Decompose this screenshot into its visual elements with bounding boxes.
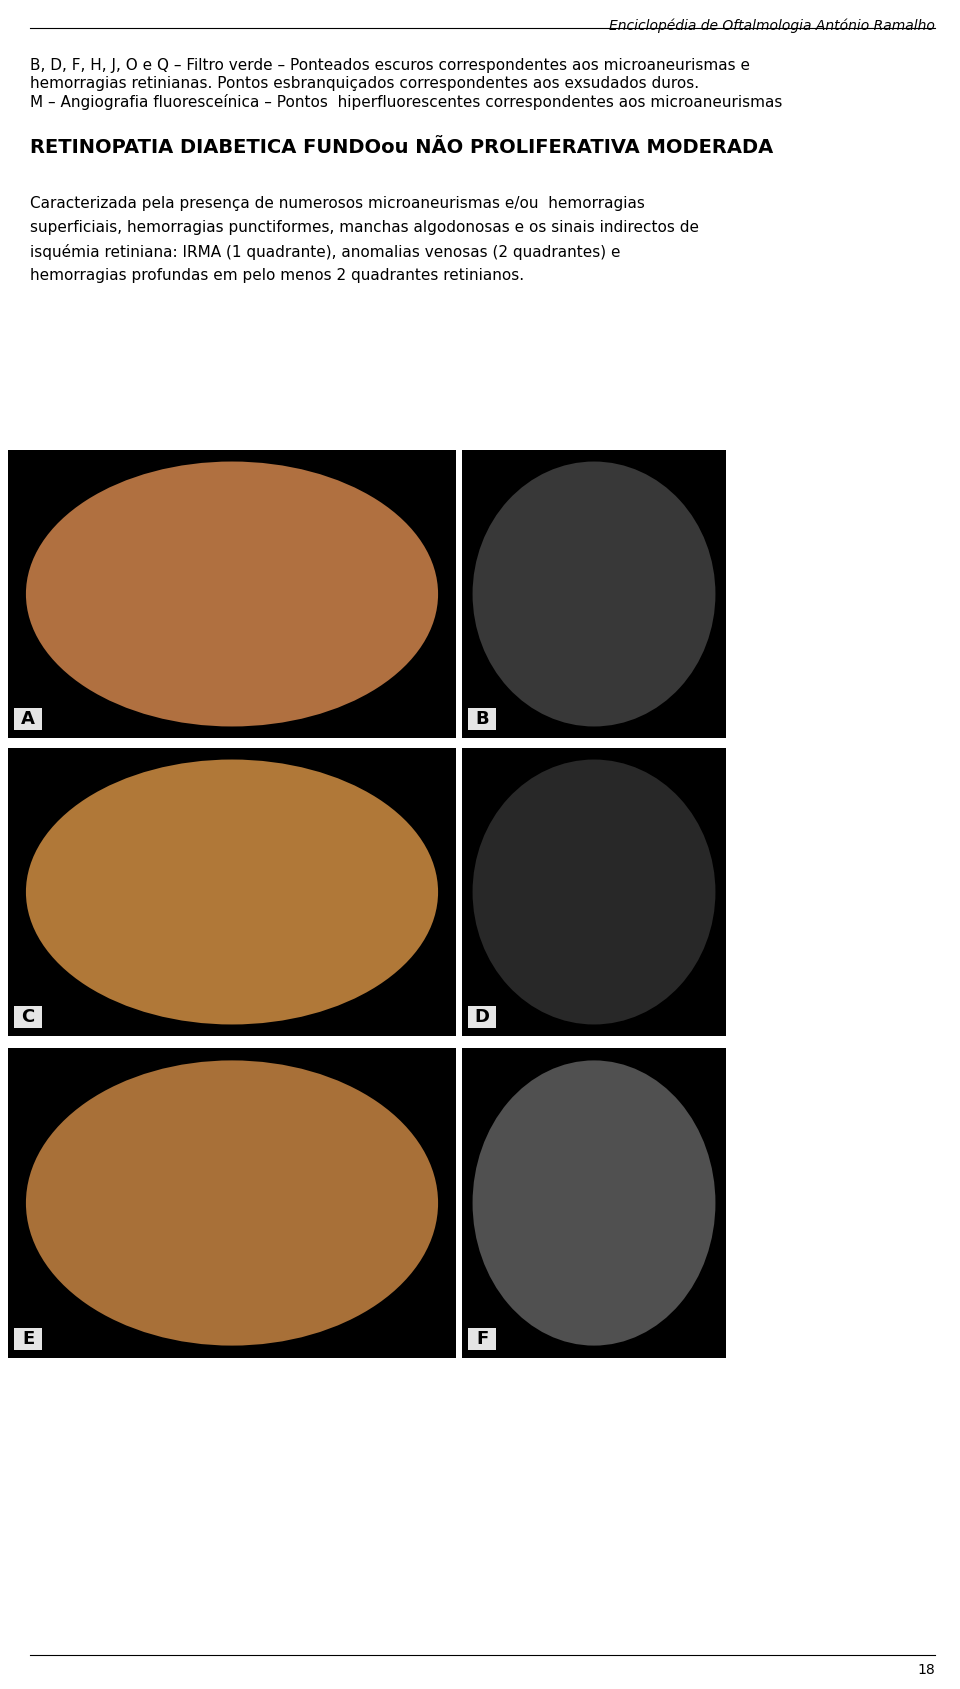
Text: isquémia retiniana: IRMA (1 quadrante), anomalias venosas (2 quadrantes) e: isquémia retiniana: IRMA (1 quadrante), …	[30, 243, 620, 260]
Bar	[468, 1328, 496, 1350]
Text: C: C	[21, 1008, 35, 1025]
Text: superficiais, hemorragias punctiformes, manchas algodonosas e os sinais indirect: superficiais, hemorragias punctiformes, …	[30, 220, 699, 235]
Bar	[14, 708, 42, 730]
Text: F: F	[476, 1329, 488, 1348]
Text: B, D, F, H, J, O e Q – Filtro verde – Ponteados escuros correspondentes aos micr: B, D, F, H, J, O e Q – Filtro verde – Po…	[30, 57, 750, 73]
Text: E: E	[22, 1329, 35, 1348]
Text: RETINOPATIA DIABETICA FUNDOou NÃO PROLIFERATIVA MODERADA: RETINOPATIA DIABETICA FUNDOou NÃO PROLIF…	[30, 138, 773, 157]
Ellipse shape	[26, 1061, 438, 1346]
Bar	[8, 449, 456, 738]
Text: M – Angiografia fluoresceínica – Pontos  hiperfluorescentes correspondentes aos : M – Angiografia fluoresceínica – Pontos …	[30, 95, 782, 110]
Bar	[14, 1007, 42, 1029]
Ellipse shape	[472, 1061, 715, 1346]
Bar	[468, 1007, 496, 1029]
Ellipse shape	[472, 461, 715, 726]
Ellipse shape	[26, 760, 438, 1025]
Bar	[462, 1047, 726, 1358]
Text: A: A	[21, 709, 35, 728]
Text: D: D	[474, 1008, 490, 1025]
Bar	[8, 1047, 456, 1358]
Bar	[462, 449, 726, 738]
Text: hemorragias retinianas. Pontos esbranquiçados correspondentes aos exsudados duro: hemorragias retinianas. Pontos esbranqui…	[30, 76, 699, 91]
Ellipse shape	[472, 760, 715, 1025]
Bar	[468, 708, 496, 730]
Bar	[462, 748, 726, 1035]
Bar	[8, 748, 456, 1035]
Bar	[14, 1328, 42, 1350]
Text: hemorragias profundas em pelo menos 2 quadrantes retinianos.: hemorragias profundas em pelo menos 2 qu…	[30, 269, 524, 284]
Text: Caracterizada pela presença de numerosos microaneurismas e/ou  hemorragias: Caracterizada pela presença de numerosos…	[30, 196, 645, 211]
Text: 18: 18	[917, 1664, 935, 1677]
Text: Enciclopédia de Oftalmologia António Ramalho: Enciclopédia de Oftalmologia António Ram…	[610, 19, 935, 32]
Text: B: B	[475, 709, 489, 728]
Ellipse shape	[26, 461, 438, 726]
